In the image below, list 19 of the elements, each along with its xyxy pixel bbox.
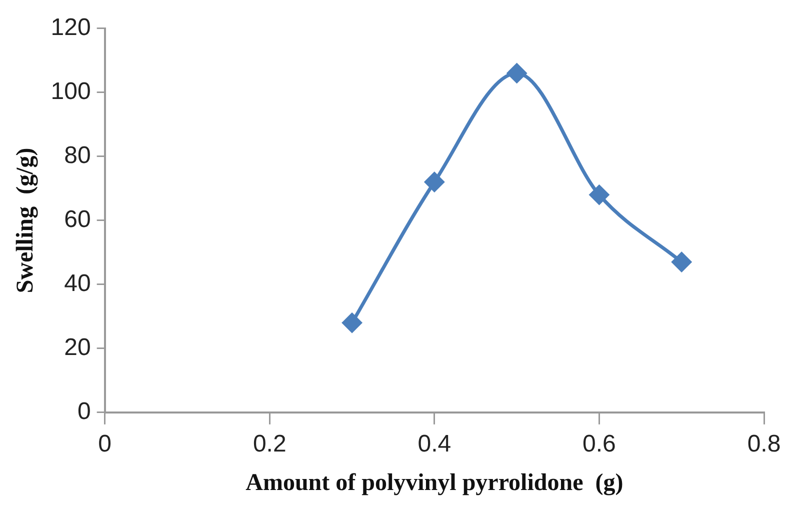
x-axis-title: Amount of polyvinyl pyrrolidone (g) [246,470,624,496]
y-tick-label: 60 [64,206,91,234]
y-tick-label: 100 [50,78,91,106]
x-tick-label: 0 [98,430,112,458]
x-tick-label: 0.6 [582,430,616,458]
y-axis-title: Swelling (g/g) [12,148,39,294]
point [589,185,609,205]
point [507,63,527,83]
y-tick-label: 0 [77,398,91,426]
x-tick-label: 0.8 [747,430,781,458]
y-tick-label: 120 [50,14,91,42]
y-tick-label: 80 [64,142,91,170]
y-tick-label: 40 [64,270,91,298]
point [672,252,692,272]
point [342,313,362,333]
y-tick-label: 20 [64,334,91,362]
x-tick-label: 0.2 [252,430,286,458]
x-tick-label: 0.4 [418,430,452,458]
point [424,172,444,192]
